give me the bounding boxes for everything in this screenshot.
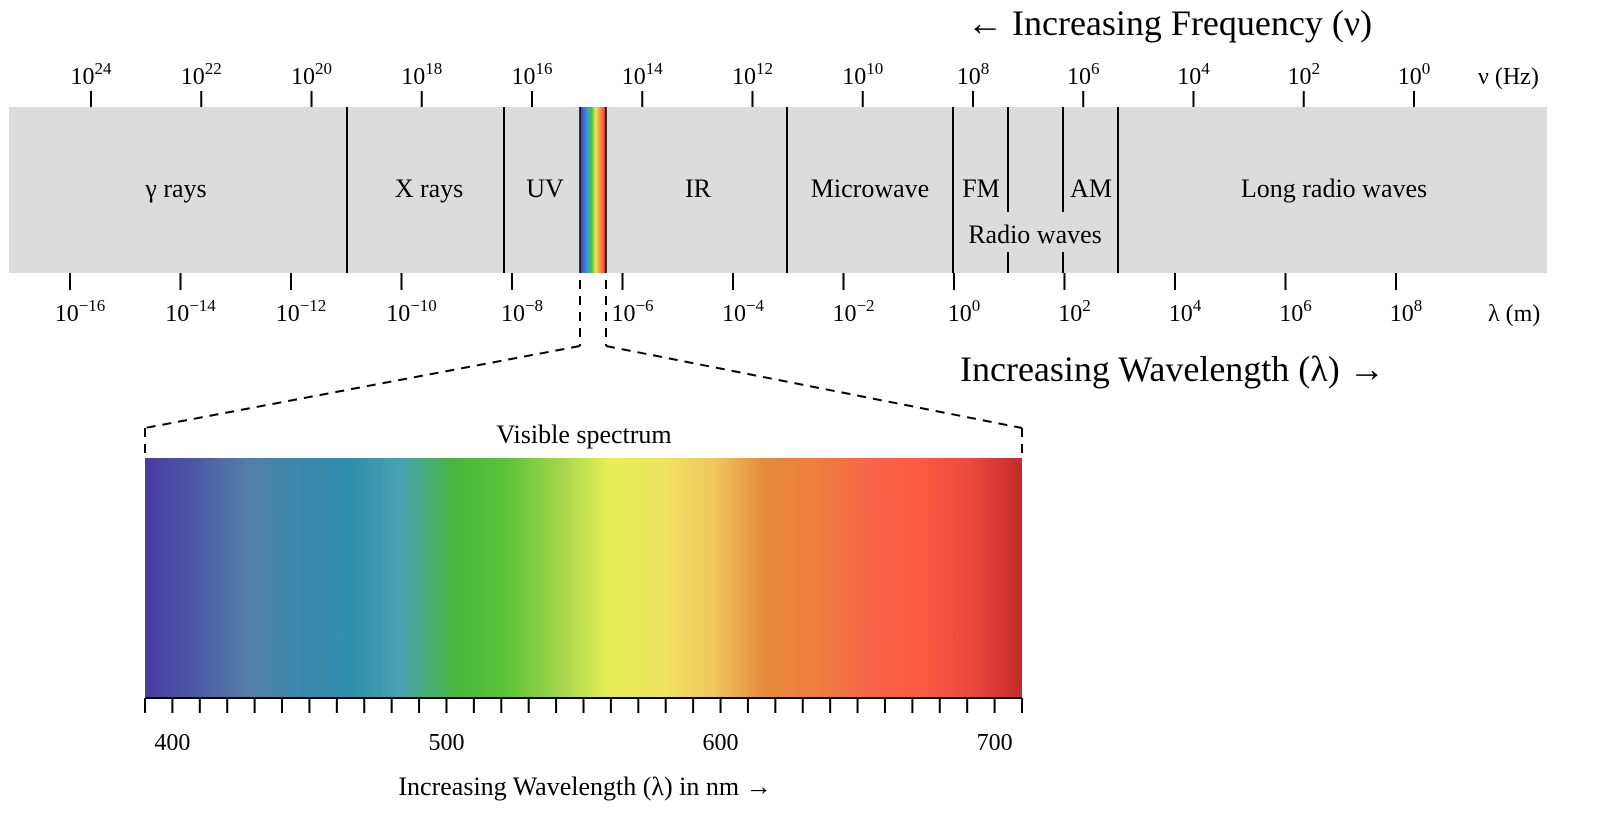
region-long-radio-waves: Long radio waves: [1241, 174, 1427, 203]
frequency-tick-label: 106: [1067, 59, 1100, 90]
region-uv: UV: [526, 174, 564, 203]
wavelength-tick-label: 10−2: [832, 296, 874, 327]
region-x-rays: X rays: [395, 174, 464, 203]
wavelength-unit-label: λ (m): [1488, 301, 1540, 327]
frequency-unit-label: ν (Hz): [1478, 64, 1539, 90]
region-microwave: Microwave: [811, 174, 929, 203]
wavelength-tick-label: 100: [948, 296, 981, 327]
region-am: AM: [1070, 174, 1112, 203]
spectrum-band: [9, 107, 1547, 273]
frequency-tick-label: 1012: [732, 59, 773, 90]
frequency-tick-label: 102: [1288, 59, 1321, 90]
region-gamma-rays: γ rays: [144, 174, 206, 203]
wavelength-tick-label: 10−10: [386, 296, 437, 327]
visible-spectrum-bar: [145, 458, 1022, 698]
visible-axis-title: Increasing Wavelength (λ) in nm →: [398, 772, 771, 801]
region-ir: IR: [685, 174, 712, 203]
frequency-tick-label: 1014: [622, 59, 664, 90]
wavelength-tick-label: 108: [1390, 296, 1423, 327]
frequency-axis-title: ← Increasing Frequency (ν): [967, 3, 1372, 43]
frequency-ticks: 1024 1022 1020 1018 1016 1014 1012 1010 108 106 10…: [71, 59, 1431, 107]
frequency-tick-label: 1024: [71, 59, 113, 90]
wavelength-tick-label: 104: [1169, 296, 1202, 327]
visible-tick-label: 700: [977, 730, 1013, 756]
visible-ticks: [144, 698, 1023, 713]
wavelength-tick-label: 10−12: [276, 296, 327, 327]
frequency-tick-label: 100: [1398, 59, 1431, 90]
visible-tick-label: 400: [154, 730, 190, 756]
wavelength-axis-title: Increasing Wavelength (λ) →: [960, 349, 1385, 389]
region-radio-waves: Radio waves: [968, 220, 1102, 249]
visible-tick-labels: 400 500 600 700: [154, 730, 1012, 756]
wavelength-tick-label: 102: [1058, 296, 1091, 327]
frequency-tick-label: 1018: [401, 59, 442, 90]
visible-tick-label: 600: [703, 730, 739, 756]
zoom-connector: [144, 280, 1023, 458]
frequency-tick-label: 1022: [181, 59, 222, 90]
wavelength-tick-label: 10−8: [501, 296, 543, 327]
wavelength-tick-label: 10−4: [722, 296, 765, 327]
wavelength-tick-label: 10−16: [55, 296, 106, 327]
wavelength-tick-label: 10−14: [165, 296, 216, 327]
frequency-tick-label: 1020: [291, 59, 332, 90]
visible-tick-label: 500: [428, 730, 464, 756]
frequency-tick-label: 1010: [842, 59, 883, 90]
visible-strip: [580, 107, 606, 273]
visible-spectrum-title: Visible spectrum: [496, 420, 671, 449]
frequency-tick-label: 108: [957, 59, 990, 90]
wavelength-ticks: 10−16 10−14 10−12 10−10 10−8 10−6 10−4 10−2 100 1…: [55, 273, 1423, 327]
wavelength-tick-label: 10−6: [611, 296, 653, 327]
region-fm: FM: [962, 174, 1000, 203]
frequency-tick-label: 1016: [512, 59, 553, 90]
wavelength-tick-label: 106: [1279, 296, 1312, 327]
frequency-tick-label: 104: [1177, 59, 1210, 90]
